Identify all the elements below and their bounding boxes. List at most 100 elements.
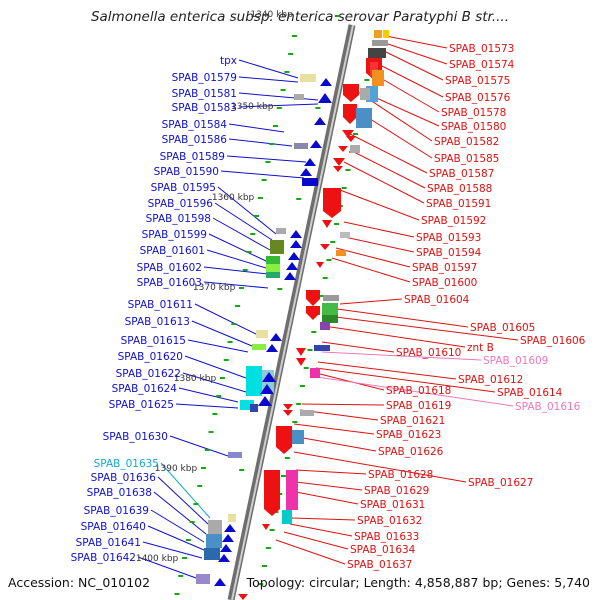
tick-mark — [265, 161, 271, 163]
gene-label[interactable]: SPAB_01590 — [154, 166, 219, 178]
gene-label[interactable]: SPAB_01585 — [434, 153, 499, 165]
gene-label[interactable]: SPAB_01615 — [121, 335, 186, 347]
gene-label[interactable]: SPAB_01581 — [172, 88, 237, 100]
gene-label[interactable]: SPAB_01584 — [162, 119, 228, 131]
gene-label[interactable]: SPAB_01578 — [441, 107, 506, 119]
gene-block — [292, 430, 304, 444]
gene-label[interactable]: SPAB_01582 — [434, 136, 499, 148]
gene-label[interactable]: SPAB_01628 — [368, 469, 433, 481]
gene-label[interactable]: znt B — [467, 342, 494, 354]
gene-block — [314, 345, 330, 351]
gene-label[interactable]: SPAB_01600 — [412, 277, 477, 289]
gene-label[interactable]: SPAB_01624 — [112, 383, 178, 395]
gene-label[interactable]: SPAB_01601 — [140, 245, 205, 257]
gene-label[interactable]: SPAB_01642 — [71, 552, 136, 564]
label-connector — [228, 138, 293, 147]
gene-label[interactable]: SPAB_01619 — [386, 400, 451, 412]
label-connector — [160, 462, 211, 519]
gene-label[interactable]: SPAB_01594 — [416, 247, 482, 259]
gene-label[interactable]: SPAB_01611 — [128, 299, 193, 311]
label-connector — [212, 217, 271, 251]
gene-block — [196, 574, 210, 584]
gene-label[interactable]: SPAB_01579 — [172, 72, 237, 84]
tick-mark — [311, 331, 317, 333]
gene-label[interactable]: SPAB_01627 — [468, 477, 533, 489]
gene-label[interactable]: SPAB_01634 — [350, 544, 416, 556]
tick-mark — [326, 259, 332, 261]
gene-label[interactable]: SPAB_01606 — [520, 335, 586, 347]
gene-label[interactable]: SPAB_01576 — [445, 92, 511, 104]
gene-label[interactable]: SPAB_01620 — [118, 351, 183, 363]
label-connector — [311, 371, 385, 391]
gene-label[interactable]: SPAB_01609 — [483, 355, 548, 367]
gene-label[interactable]: SPAB_01602 — [137, 262, 202, 274]
gene-label[interactable]: SPAB_01618 — [386, 385, 451, 397]
gene-label[interactable]: SPAB_01586 — [162, 134, 228, 146]
gene-label[interactable]: SPAB_01604 — [404, 294, 470, 306]
gene-label[interactable]: SPAB_01637 — [347, 559, 412, 571]
gene-arrow-forward — [290, 230, 302, 238]
gene-label[interactable]: SPAB_01597 — [412, 262, 477, 274]
gene-label[interactable]: SPAB_01616 — [515, 401, 581, 413]
tick-mark — [258, 583, 264, 585]
axis-tick-label: 1350 kbp — [231, 102, 274, 112]
gene-label[interactable]: SPAB_01636 — [91, 472, 157, 484]
gene-label[interactable]: SPAB_01591 — [426, 198, 491, 210]
gene-label[interactable]: SPAB_01593 — [416, 232, 481, 244]
gene-arrow-forward — [290, 240, 302, 248]
gene-label[interactable]: SPAB_01610 — [396, 347, 461, 359]
gene-block — [300, 74, 316, 82]
gene-label[interactable]: SPAB_01635 — [94, 458, 159, 470]
gene-label[interactable]: SPAB_01598 — [146, 213, 211, 225]
gene-label[interactable]: SPAB_01596 — [148, 198, 214, 210]
tick-mark — [276, 107, 282, 109]
gene-arrow-forward — [304, 158, 316, 166]
label-connector — [137, 556, 197, 579]
tick-mark — [189, 521, 195, 523]
gene-label[interactable]: SPAB_01640 — [81, 521, 146, 533]
gene-label[interactable]: SPAB_01613 — [125, 316, 190, 328]
gene-label[interactable]: SPAB_01630 — [103, 431, 168, 443]
gene-label[interactable]: SPAB_01625 — [109, 399, 174, 411]
gene-block — [372, 40, 388, 46]
gene-label[interactable]: SPAB_01622 — [116, 368, 181, 380]
gene-block — [228, 514, 236, 522]
gene-label[interactable]: SPAB_01641 — [76, 537, 141, 549]
gene-label[interactable]: SPAB_01592 — [421, 215, 486, 227]
gene-arrow-forward — [266, 344, 278, 352]
gene-label[interactable]: SPAB_01595 — [151, 182, 216, 194]
gene-arrow-forward — [214, 578, 226, 586]
tick-mark — [254, 215, 260, 217]
label-connector — [184, 355, 247, 379]
gene-label[interactable]: SPAB_01580 — [441, 121, 506, 133]
gene-label[interactable]: SPAB_01589 — [160, 151, 225, 163]
gene-label[interactable]: SPAB_01639 — [84, 505, 149, 517]
gene-label[interactable]: SPAB_01603 — [137, 277, 202, 289]
gene-label[interactable]: SPAB_01599 — [142, 229, 207, 241]
gene-label[interactable]: SPAB_01632 — [357, 515, 422, 527]
gene-label[interactable]: SPAB_01633 — [354, 531, 419, 543]
gene-label[interactable]: SPAB_01638 — [87, 487, 152, 499]
gene-label[interactable]: SPAB_01583 — [172, 102, 237, 114]
tick-mark — [235, 305, 241, 307]
label-connector — [343, 161, 425, 204]
gene-label[interactable]: SPAB_01575 — [445, 75, 510, 87]
gene-label[interactable]: SPAB_01626 — [378, 446, 444, 458]
gene-label[interactable]: SPAB_01587 — [429, 168, 494, 180]
gene-label[interactable]: SPAB_01612 — [458, 374, 523, 386]
gene-label[interactable]: SPAB_01588 — [427, 183, 492, 195]
gene-label[interactable]: SPAB_01614 — [497, 387, 563, 399]
tick-mark — [238, 287, 244, 289]
gene-label[interactable]: SPAB_01631 — [360, 499, 425, 511]
gene-label[interactable]: SPAB_01605 — [470, 322, 535, 334]
gene-label[interactable]: tpx — [220, 55, 237, 67]
gene-label[interactable]: SPAB_01573 — [449, 43, 514, 55]
gene-features — [196, 30, 389, 600]
gene-label[interactable]: SPAB_01574 — [449, 59, 515, 71]
tick-mark — [178, 575, 184, 577]
gene-label[interactable]: SPAB_01623 — [376, 429, 441, 441]
gene-arrow-forward — [284, 272, 296, 280]
gene-label[interactable]: SPAB_01621 — [380, 415, 445, 427]
gene-label[interactable]: SPAB_01629 — [364, 485, 429, 497]
